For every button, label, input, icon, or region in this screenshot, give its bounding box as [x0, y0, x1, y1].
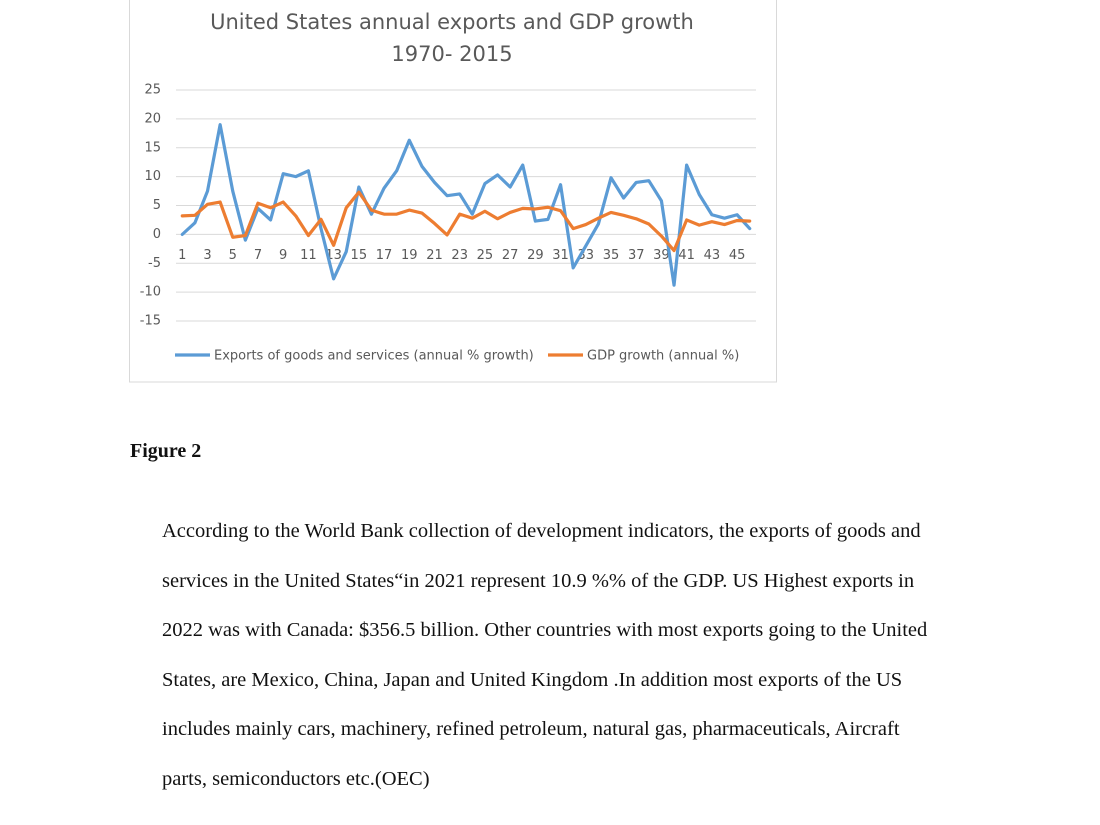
paragraph-line: 2022 was with Canada: $356.5 billion. Ot…: [162, 619, 928, 642]
x-tick-label: 43: [704, 248, 721, 263]
x-tick-label: 15: [351, 248, 368, 263]
x-tick-label: 41: [678, 248, 695, 263]
y-tick-label: 15: [144, 140, 161, 155]
y-tick-label: 20: [144, 111, 161, 126]
paragraph-line: parts, semiconductors etc.(OEC): [162, 768, 430, 790]
x-tick-label: 37: [628, 248, 645, 263]
chart-frame: [129, 0, 777, 383]
x-tick-label: 21: [426, 248, 443, 263]
y-tick-label: -5: [148, 256, 161, 271]
x-tick-label: 19: [401, 248, 418, 263]
x-tick-label: 39: [653, 248, 670, 263]
paragraph-line: States, are Mexico, China, Japan and Uni…: [162, 668, 903, 691]
x-tick-label: 25: [477, 248, 494, 263]
y-tick-label: 25: [144, 83, 161, 98]
y-tick-label: 10: [144, 169, 161, 184]
legend-label: Exports of goods and services (annual % …: [214, 349, 534, 364]
x-tick-label: 17: [376, 248, 393, 263]
y-tick-label: 5: [153, 198, 161, 213]
chart-subtitle: 1970- 2015: [391, 42, 512, 66]
x-tick-label: 3: [203, 248, 211, 263]
x-tick-label: 11: [300, 248, 317, 263]
x-tick-label: 23: [451, 248, 468, 263]
x-tick-label: 29: [527, 248, 544, 263]
x-tick-label: 9: [279, 248, 287, 263]
data-line: [180, 123, 752, 287]
legend-label: GDP growth (annual %): [587, 349, 739, 364]
y-tick-label: -10: [140, 285, 161, 300]
chart: United States annual exports and GDP gro…: [129, 0, 777, 383]
x-tick-label: 31: [552, 248, 569, 263]
data-line: [180, 190, 752, 253]
paragraph-line: According to the World Bank collection o…: [162, 520, 921, 542]
x-tick-label: 27: [502, 248, 519, 263]
x-tick-label: 5: [229, 248, 237, 263]
paragraph-line: services in the United States“in 2021 re…: [162, 569, 915, 592]
x-tick-label: 35: [603, 248, 620, 263]
y-tick-label: 0: [153, 227, 161, 242]
chart-title: United States annual exports and GDP gro…: [210, 10, 694, 34]
paragraph-line: includes mainly cars, machinery, refined…: [162, 718, 900, 741]
x-tick-label: 1: [178, 248, 186, 263]
y-tick-label: -15: [140, 314, 161, 329]
figure-label: Figure 2: [130, 440, 202, 462]
x-tick-label: 7: [254, 248, 262, 263]
x-tick-label: 45: [729, 248, 746, 263]
